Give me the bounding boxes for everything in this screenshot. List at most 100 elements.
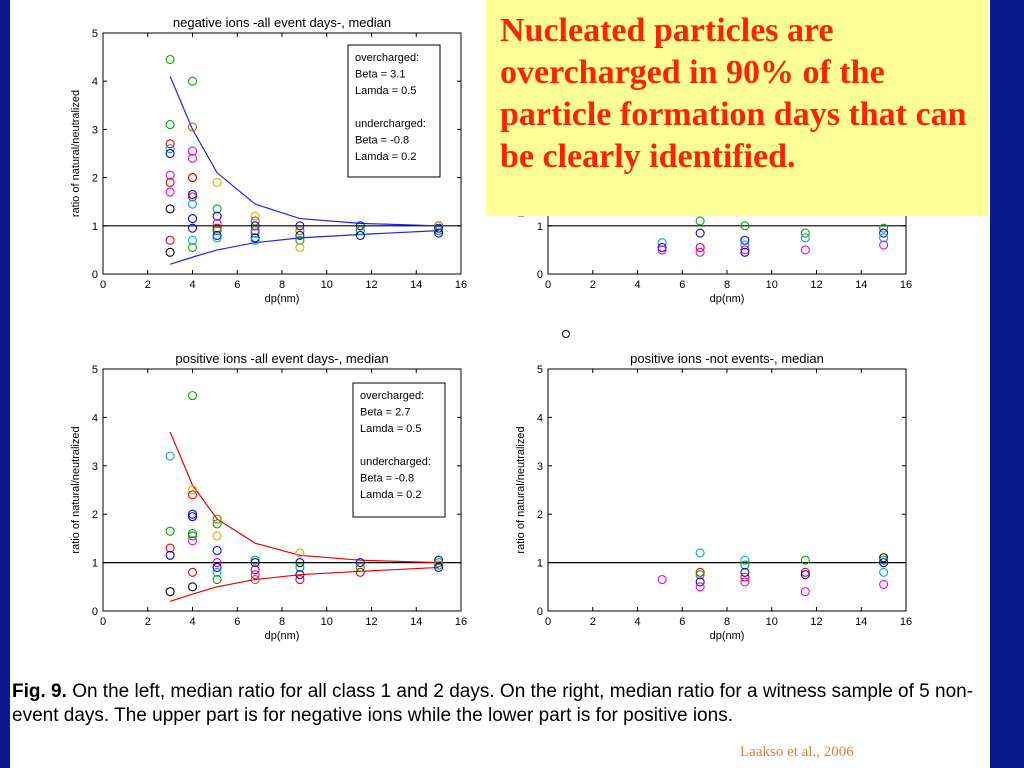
data-point: [165, 526, 175, 536]
y-axis-label: ratio of natural/neutralized: [70, 426, 82, 553]
data-point: [695, 247, 705, 257]
data-point: [879, 228, 889, 238]
x-tick-label: 0: [100, 279, 106, 291]
data-point: [187, 235, 198, 245]
data-point: [187, 214, 198, 224]
data-point: [250, 565, 260, 575]
y-tick-label: 5: [92, 364, 98, 376]
data-point: [355, 562, 365, 572]
x-axis-label: dp(nm): [265, 293, 300, 305]
data-point: [187, 242, 198, 253]
chart-title: positive ions -not events-, median: [630, 351, 824, 366]
x-tick-label: 0: [100, 616, 106, 628]
x-tick-label: 10: [766, 279, 778, 291]
y-tick-label: 2: [537, 509, 543, 521]
data-point: [250, 211, 260, 221]
data-point: [695, 242, 705, 253]
data-point: [250, 226, 260, 236]
x-tick-label: 2: [145, 279, 151, 291]
data-point: [165, 247, 175, 257]
data-point: [740, 240, 750, 250]
data-point: [187, 531, 198, 541]
x-tick-label: 16: [900, 616, 912, 628]
x-tick-label: 10: [321, 279, 333, 291]
data-point: [800, 567, 810, 577]
x-tick-label: 4: [189, 279, 195, 291]
data-point: [212, 574, 222, 585]
data-point: [165, 144, 175, 154]
data-point: [295, 562, 305, 572]
data-point: [212, 519, 222, 529]
data-point: [879, 558, 889, 568]
fit-parameter-text: Lamda = 0.5: [360, 423, 421, 435]
x-tick-label: 4: [634, 616, 640, 628]
x-tick-label: 14: [410, 279, 422, 291]
x-tick-label: 8: [724, 279, 730, 291]
x-tick-label: 12: [365, 279, 377, 291]
data-point: [212, 531, 222, 541]
data-point: [212, 514, 222, 524]
highlight-callout: Nucleated particles are overcharged in 9…: [486, 0, 988, 216]
fit-parameter-text: overcharged:: [360, 390, 424, 402]
data-point: [295, 574, 305, 585]
data-point: [212, 177, 222, 187]
data-point: [295, 235, 305, 245]
x-axis-label: dp(nm): [710, 293, 745, 305]
fit-parameter-text: undercharged:: [360, 456, 431, 468]
data-point: [657, 245, 667, 255]
data-point: [295, 221, 305, 231]
data-point: [250, 574, 260, 585]
data-point: [165, 235, 175, 245]
x-tick-label: 6: [234, 279, 240, 291]
data-point: [695, 570, 705, 580]
data-point: [800, 587, 810, 597]
data-point: [879, 240, 889, 250]
data-point: [434, 228, 444, 238]
data-point: [187, 146, 198, 156]
x-tick-label: 2: [145, 616, 151, 628]
y-tick-label: 3: [537, 461, 543, 473]
data-point: [187, 199, 198, 209]
data-point: [740, 221, 750, 231]
y-tick-label: 0: [92, 269, 98, 281]
data-point: [165, 54, 175, 65]
data-point: [800, 570, 810, 580]
data-point: [165, 139, 175, 149]
x-tick-label: 8: [279, 279, 285, 291]
x-tick-label: 12: [365, 616, 377, 628]
y-tick-label: 0: [537, 269, 543, 281]
data-point: [355, 567, 365, 577]
data-point: [187, 153, 198, 163]
x-tick-label: 12: [810, 279, 822, 291]
y-tick-label: 5: [92, 28, 98, 40]
data-point: [740, 572, 750, 582]
x-tick-label: 12: [810, 616, 822, 628]
x-tick-label: 6: [679, 616, 685, 628]
data-point: [212, 558, 222, 568]
fit-parameters-box: [352, 382, 446, 518]
data-point: [695, 577, 705, 587]
x-tick-label: 10: [321, 616, 333, 628]
data-point: [740, 245, 750, 255]
x-tick-label: 16: [900, 279, 912, 291]
data-point: [879, 567, 889, 577]
data-point: [165, 550, 175, 560]
y-tick-label: 2: [92, 509, 98, 521]
data-point: [187, 122, 198, 132]
data-point: [740, 560, 750, 570]
data-point: [434, 555, 444, 565]
data-point: [212, 204, 222, 214]
y-tick-label: 4: [537, 412, 543, 424]
y-tick-label: 3: [92, 461, 98, 473]
y-tick-label: 5: [537, 364, 543, 376]
data-point: [187, 490, 198, 500]
data-point: [187, 76, 198, 86]
data-point: [879, 553, 889, 563]
x-tick-label: 4: [634, 279, 640, 291]
caption-text: On the left, median ratio for all class …: [12, 681, 974, 726]
data-point: [879, 555, 889, 565]
data-point: [187, 582, 198, 592]
fit-parameter-text: Beta = -0.8: [360, 473, 414, 485]
data-point: [212, 218, 222, 228]
data-point: [187, 391, 198, 401]
